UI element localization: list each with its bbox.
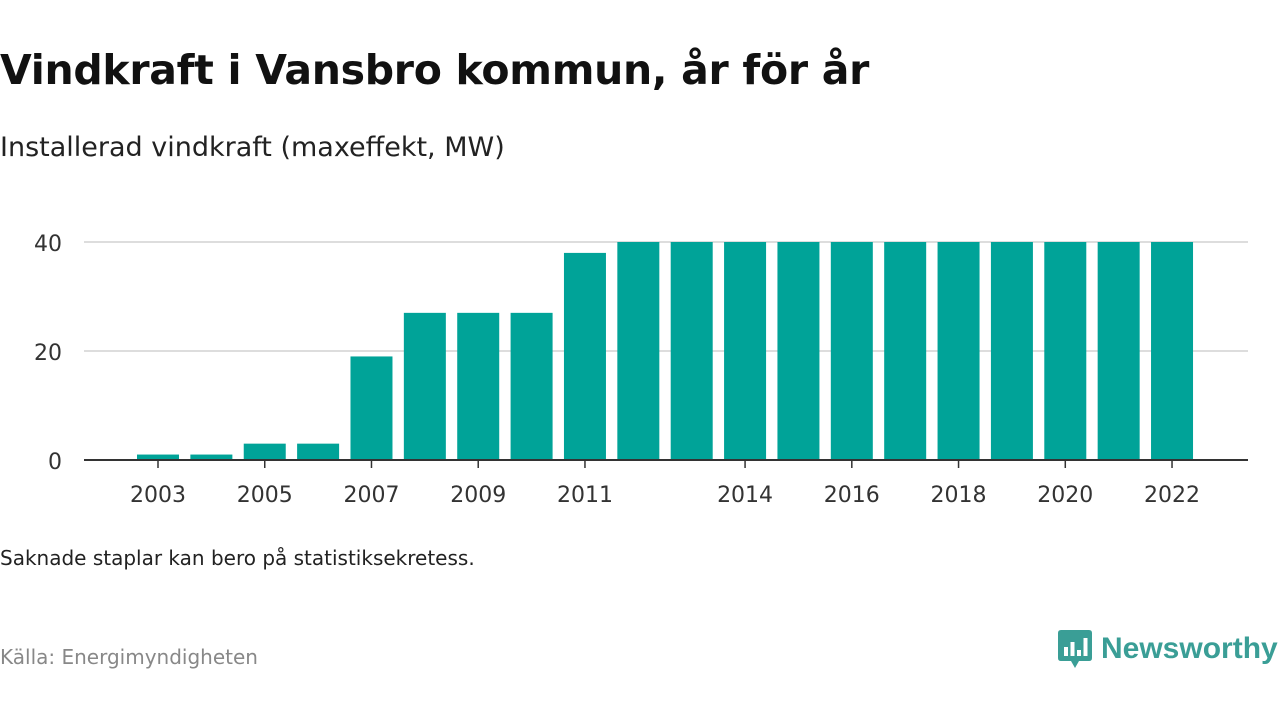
chart-subtitle: Installerad vindkraft (maxeffekt, MW) (0, 132, 505, 163)
bar (190, 454, 233, 460)
bar (403, 312, 446, 460)
bar (297, 443, 340, 460)
bars (137, 242, 1194, 460)
x-tick-label: 2014 (717, 483, 773, 508)
x-tick-label: 2022 (1144, 483, 1200, 508)
bar (1097, 242, 1140, 460)
x-tick-labels: 2003 2005 2007 2009 2011 2014 2016 2018 2020 2022 (130, 460, 1200, 508)
bar (670, 242, 713, 460)
x-tick-label: 2020 (1037, 483, 1093, 508)
bar (1151, 242, 1194, 460)
bar (617, 242, 660, 460)
brand-name: Newsworthy (1101, 632, 1278, 665)
bar (884, 242, 927, 460)
source-credit: Källa: Energimyndigheten (0, 645, 258, 669)
bar (510, 312, 553, 460)
footnote: Saknade staplar kan bero på statistiksek… (0, 546, 475, 570)
x-tick-label: 2005 (237, 483, 293, 508)
bar (724, 242, 767, 460)
y-tick-label: 0 (48, 450, 62, 475)
bar (1044, 242, 1087, 460)
x-tick-label: 2018 (931, 483, 987, 508)
chart-title: Vindkraft i Vansbro kommun, år för år (0, 46, 869, 94)
y-tick-label: 40 (34, 232, 62, 257)
brand-logo: Newsworthy (1057, 628, 1278, 670)
bar (777, 242, 820, 460)
bar (937, 242, 980, 460)
bar (350, 356, 393, 460)
x-tick-label: 2003 (130, 483, 186, 508)
y-tick-labels: 0 20 40 (34, 232, 62, 475)
bar (990, 242, 1033, 460)
x-tick-label: 2007 (343, 483, 399, 508)
x-tick-label: 2011 (557, 483, 613, 508)
bar (457, 312, 500, 460)
y-tick-label: 20 (34, 341, 62, 366)
bar (243, 443, 286, 460)
bar (830, 242, 873, 460)
x-tick-label: 2009 (450, 483, 506, 508)
x-tick-label: 2016 (824, 483, 880, 508)
bar (137, 454, 179, 460)
newsworthy-logo-icon (1058, 630, 1092, 668)
bar (563, 252, 606, 460)
